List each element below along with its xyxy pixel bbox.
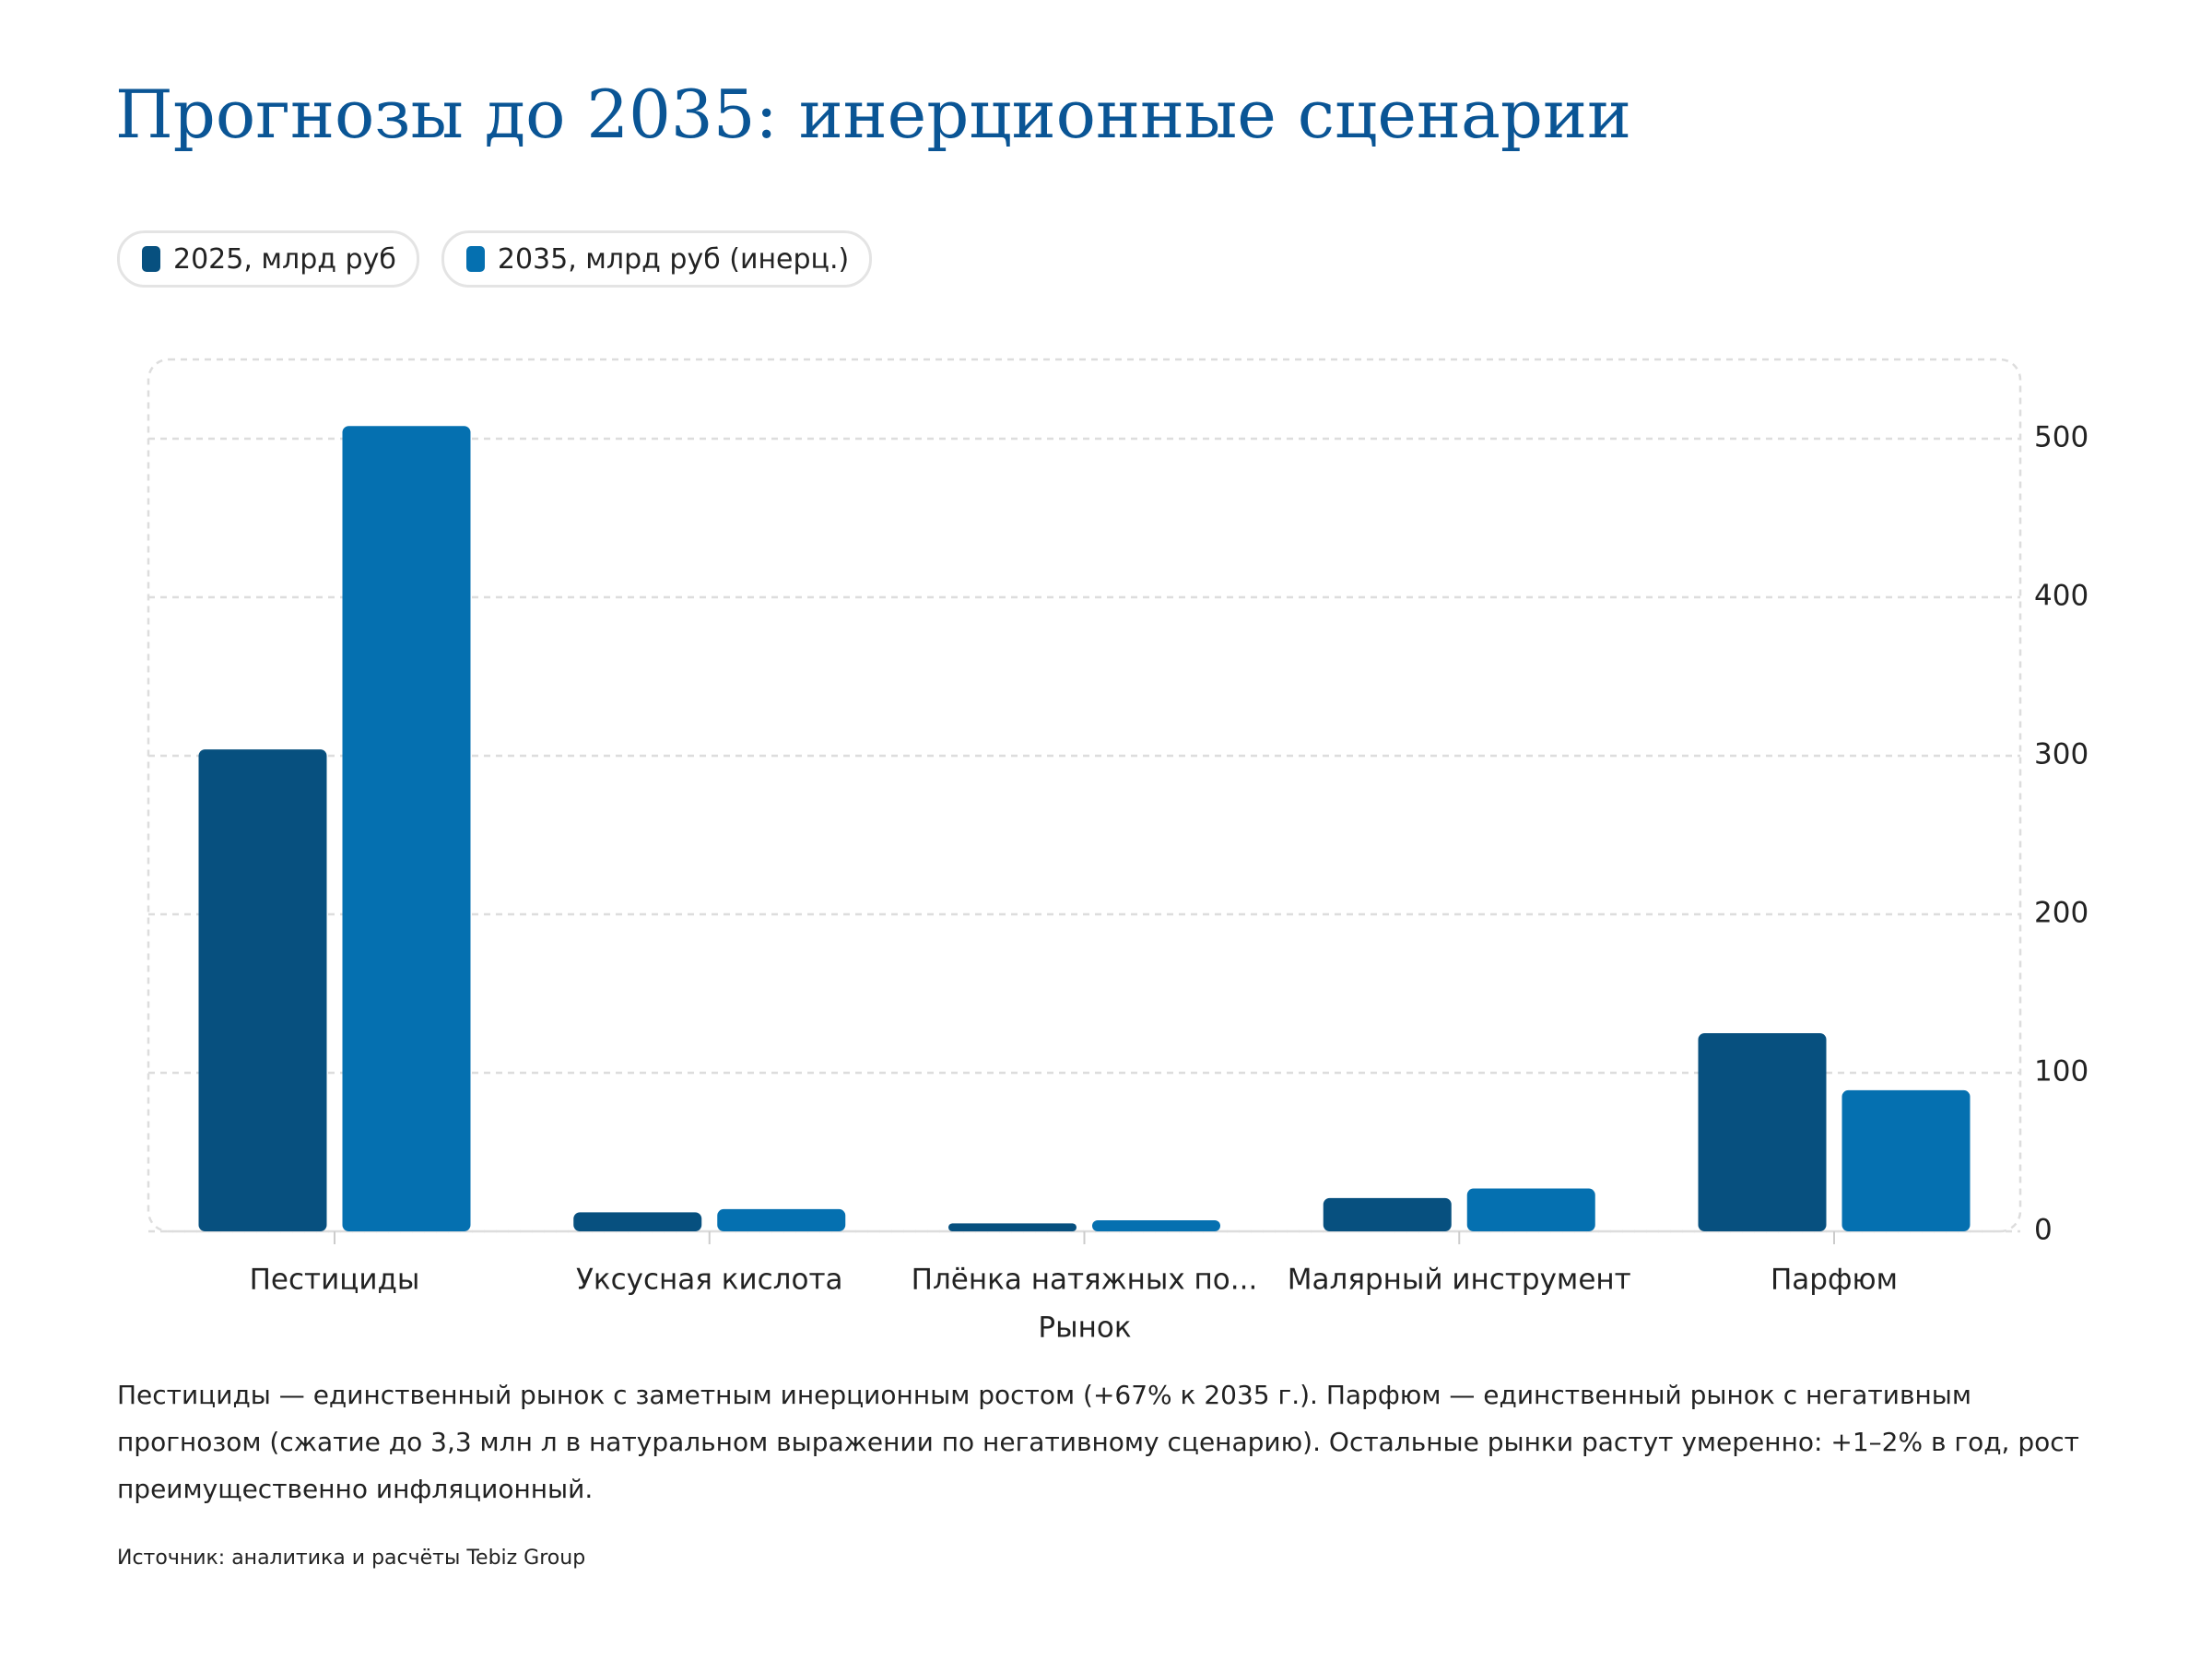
y-tick-label: 500 [2034, 421, 2088, 454]
y-tick-label: 200 [2034, 897, 2088, 930]
bar [1323, 1197, 1452, 1231]
bar [717, 1208, 846, 1231]
legend-swatch [142, 246, 160, 272]
legend-item: 2025, млрд руб [117, 230, 419, 288]
legend-item: 2035, млрд руб (инерц.) [441, 230, 873, 288]
legend-label: 2035, млрд руб (инерц.) [497, 242, 850, 276]
y-tick-label: 100 [2034, 1055, 2088, 1088]
legend-swatch [465, 246, 485, 272]
bar [948, 1223, 1077, 1231]
x-axis-title: Рынок [1038, 1312, 1131, 1345]
chart-title: Прогнозы до 2035: инерционные сценарии [115, 76, 1631, 153]
bar [342, 426, 471, 1231]
y-tick-label: 300 [2034, 738, 2088, 771]
bar [573, 1212, 702, 1231]
x-tick-label: Пестициды [250, 1264, 420, 1297]
chart-note: Пестициды — единственный рынок с заметны… [117, 1380, 2079, 1504]
bar [198, 749, 327, 1231]
bar [1092, 1219, 1220, 1231]
bar [1466, 1188, 1595, 1231]
legend: 2025, млрд руб 2035, млрд руб (инерц.) [117, 230, 873, 288]
x-tick-label: Малярный инструмент [1288, 1264, 1631, 1297]
x-tick-label: Парфюм [1771, 1264, 1898, 1297]
x-tick-label: Уксусная кислота [576, 1264, 843, 1297]
plot-frame [147, 358, 2022, 1233]
legend-label: 2025, млрд руб [173, 242, 396, 276]
y-tick-label: 400 [2034, 580, 2088, 613]
source: Источник: аналитика и расчёты Tebiz Grou… [117, 1547, 586, 1570]
bar [1841, 1089, 1971, 1231]
x-tick-label: Плёнка натяжных по... [912, 1264, 1258, 1297]
y-tick-label: 0 [2034, 1214, 2053, 1247]
bar [1698, 1033, 1827, 1231]
